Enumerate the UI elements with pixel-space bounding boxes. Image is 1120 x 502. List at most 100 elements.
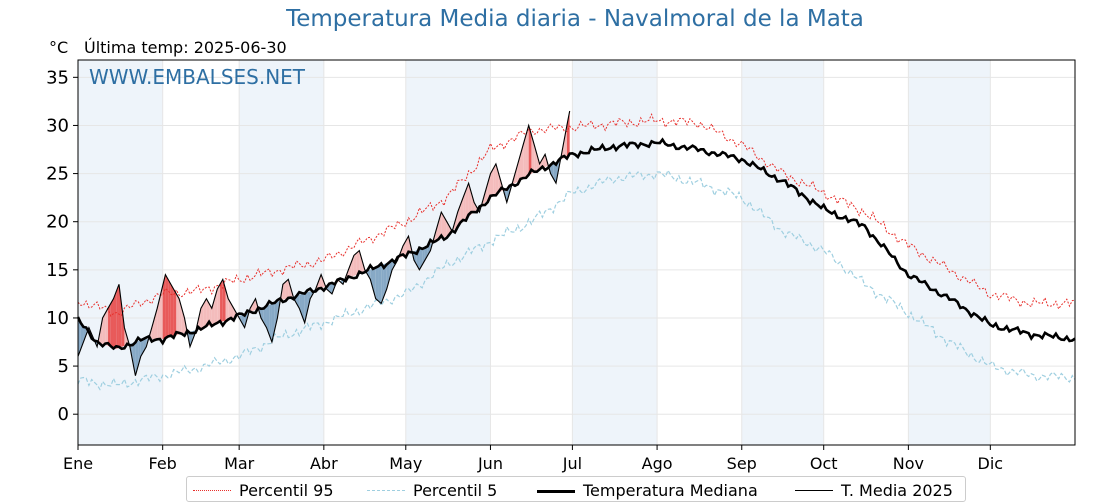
anomaly-above (118, 284, 122, 348)
legend-swatch-p95 (193, 490, 231, 491)
anomaly-below (132, 342, 136, 376)
month-band-Ene (78, 60, 163, 445)
x-tick-label: Sep (727, 454, 757, 473)
anomaly-below (301, 293, 305, 323)
month-band-Jul (572, 60, 658, 445)
anomaly-above (515, 163, 518, 184)
anomaly-below (274, 301, 278, 330)
anomaly-above (348, 262, 352, 278)
legend-swatch-median (537, 490, 575, 493)
anomaly-above (252, 298, 256, 311)
anomaly-above (525, 125, 529, 177)
anomaly-above (102, 313, 106, 345)
x-tick-label: Ene (63, 454, 93, 473)
anomaly-above (170, 284, 174, 337)
anomaly-above (534, 144, 537, 173)
anomaly-above (457, 204, 461, 227)
temperature-chart: 0 5 10 15 20 25 30 35 Ene Feb Mar Abr May Jun Jul Ago S… (46, 59, 1076, 473)
legend-label-p95: Percentil 95 (239, 481, 334, 500)
anomaly-above (435, 221, 439, 242)
anomaly-above (484, 183, 488, 203)
y-tick-label: 5 (58, 356, 69, 377)
anomaly-above (217, 284, 221, 324)
watermark: WWW.EMBALSES.NET (89, 65, 306, 89)
anomaly-below (138, 340, 141, 367)
anomaly-above (222, 279, 226, 322)
y-tick-label: 20 (46, 212, 69, 233)
x-tick-label: May (389, 454, 422, 473)
anomaly-above (209, 303, 212, 326)
anomaly-above (444, 216, 447, 238)
x-tick-label: Jun (477, 454, 503, 473)
y-tick-label: 35 (46, 67, 69, 88)
anomaly-above (564, 125, 567, 159)
anomaly-above (465, 183, 469, 220)
anomaly-below (367, 269, 371, 280)
anomaly-above (523, 135, 526, 179)
anomaly-below (266, 304, 270, 335)
legend-label-p5: Percentil 5 (413, 481, 498, 500)
last-temp-label: Última temp: 2025-06-30 (84, 38, 287, 57)
anomaly-below (386, 261, 390, 290)
y-tick-label: 25 (46, 164, 69, 185)
chart-legend: Percentil 95 Percentil 5 Temperatura Media… (186, 476, 966, 502)
chart-title: Temperatura Media diaria - Navalmoral de… (286, 6, 864, 32)
anomaly-above (200, 303, 204, 329)
anomaly-above (285, 279, 289, 299)
anomaly-below (419, 247, 423, 270)
anomaly-above (228, 298, 231, 320)
month-band-Nov (908, 60, 991, 445)
anomaly-above (211, 298, 215, 326)
anomaly-above (528, 125, 532, 176)
month-bands (78, 60, 991, 445)
x-tick-label: Jul (562, 454, 582, 473)
anomaly-below (553, 162, 557, 184)
series-line-p5 (77, 169, 1076, 391)
anomaly-below (296, 294, 300, 309)
x-tick-label: Abr (310, 454, 338, 473)
anomaly-above (463, 190, 466, 222)
anomaly-above (105, 308, 109, 346)
anomaly-below (263, 305, 267, 328)
month-band-Mar (239, 60, 324, 445)
anomaly-above (181, 308, 185, 334)
anomaly-above (441, 212, 445, 239)
anomaly-above (356, 250, 360, 275)
anomaly-below (304, 292, 308, 323)
anomaly-below (269, 303, 272, 343)
anomaly-above (173, 289, 177, 337)
anomaly-above (203, 298, 207, 328)
x-tick-label: Ago (642, 454, 673, 473)
y-axis-unit: °C (49, 38, 69, 57)
legend-swatch-current (795, 490, 833, 491)
anomaly-above (220, 279, 223, 323)
anomaly-below (375, 266, 379, 302)
anomaly-below (78, 319, 81, 357)
x-tick-label: Nov (893, 454, 924, 473)
anomaly-above (474, 202, 477, 213)
anomaly-below (241, 313, 245, 328)
anomaly-above (531, 135, 535, 174)
anomaly-above (438, 212, 442, 240)
series-line-current (77, 110, 571, 376)
x-tick-label: Mar (224, 454, 255, 473)
anomaly-below (189, 330, 193, 347)
series-line-p95 (77, 112, 1076, 317)
anomaly-above (351, 255, 354, 277)
anomaly-above (108, 303, 111, 347)
anomaly-above (318, 274, 322, 289)
anomaly-above (168, 279, 171, 338)
anomaly-above (116, 284, 119, 349)
anomaly-above (124, 327, 128, 346)
legend-label-current: T. Media 2025 (841, 481, 953, 500)
anomaly-below (83, 326, 87, 343)
anomaly-above (113, 291, 117, 349)
anomaly-above (542, 154, 546, 169)
anomaly-below (143, 339, 147, 352)
legend-swatch-p5 (367, 490, 405, 491)
anomaly-above (165, 274, 169, 339)
anomaly-above (159, 285, 163, 340)
anomaly-below (378, 265, 382, 304)
anomaly-above (487, 173, 491, 201)
y-axis: 0 5 10 15 20 25 30 35 (46, 67, 78, 425)
